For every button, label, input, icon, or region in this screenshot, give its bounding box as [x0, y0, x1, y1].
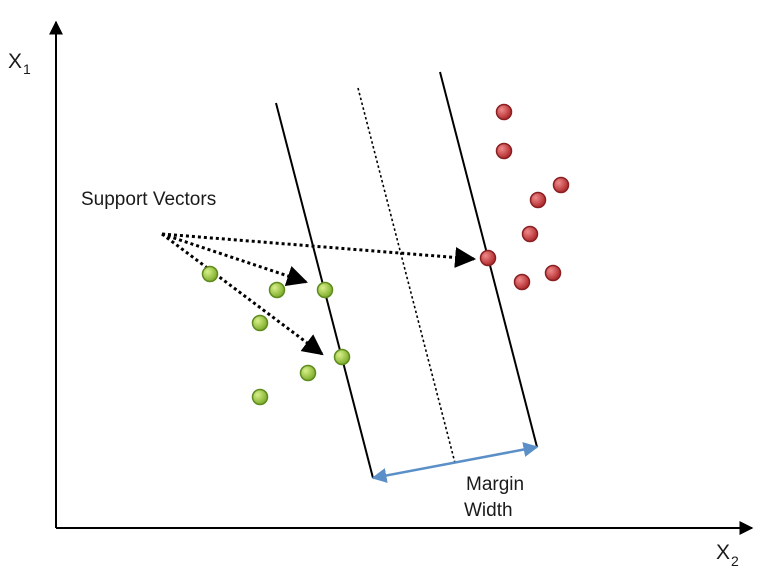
- margin-label-line2: Width: [464, 500, 513, 521]
- red-point: [495, 103, 513, 121]
- arrow-to-green-support-vector-upper: [161, 232, 308, 286]
- x-axis-label: X: [716, 541, 730, 564]
- y-axis-label: X: [8, 50, 22, 73]
- green-point: [251, 314, 269, 332]
- red-point: [544, 264, 562, 282]
- support-vector-arrows: [161, 232, 477, 356]
- class-a-points: [201, 265, 351, 406]
- green-point: [251, 388, 269, 406]
- red-point: [552, 176, 570, 194]
- class-b-points: [479, 103, 570, 291]
- arrow-to-green-support-vector-lower: [161, 232, 324, 356]
- green-point: [299, 364, 317, 382]
- support-vectors-label: Support Vectors: [81, 189, 216, 210]
- decision-boundary: [357, 87, 456, 464]
- x-axis-label-sub: 2: [731, 553, 739, 569]
- red-point: [529, 191, 547, 209]
- red-support-vector: [479, 249, 497, 267]
- green-support-vector: [333, 348, 351, 366]
- green-point: [268, 281, 286, 299]
- red-point: [495, 142, 513, 160]
- margin-width-arrow: [371, 442, 539, 483]
- red-point: [521, 225, 539, 243]
- margin-label-line1: Margin: [466, 474, 524, 495]
- arrow-to-red-support-vector: [161, 232, 477, 268]
- y-axis-label-sub: 1: [23, 61, 31, 77]
- green-point: [201, 265, 219, 283]
- red-point: [513, 273, 531, 291]
- green-support-vector: [316, 281, 334, 299]
